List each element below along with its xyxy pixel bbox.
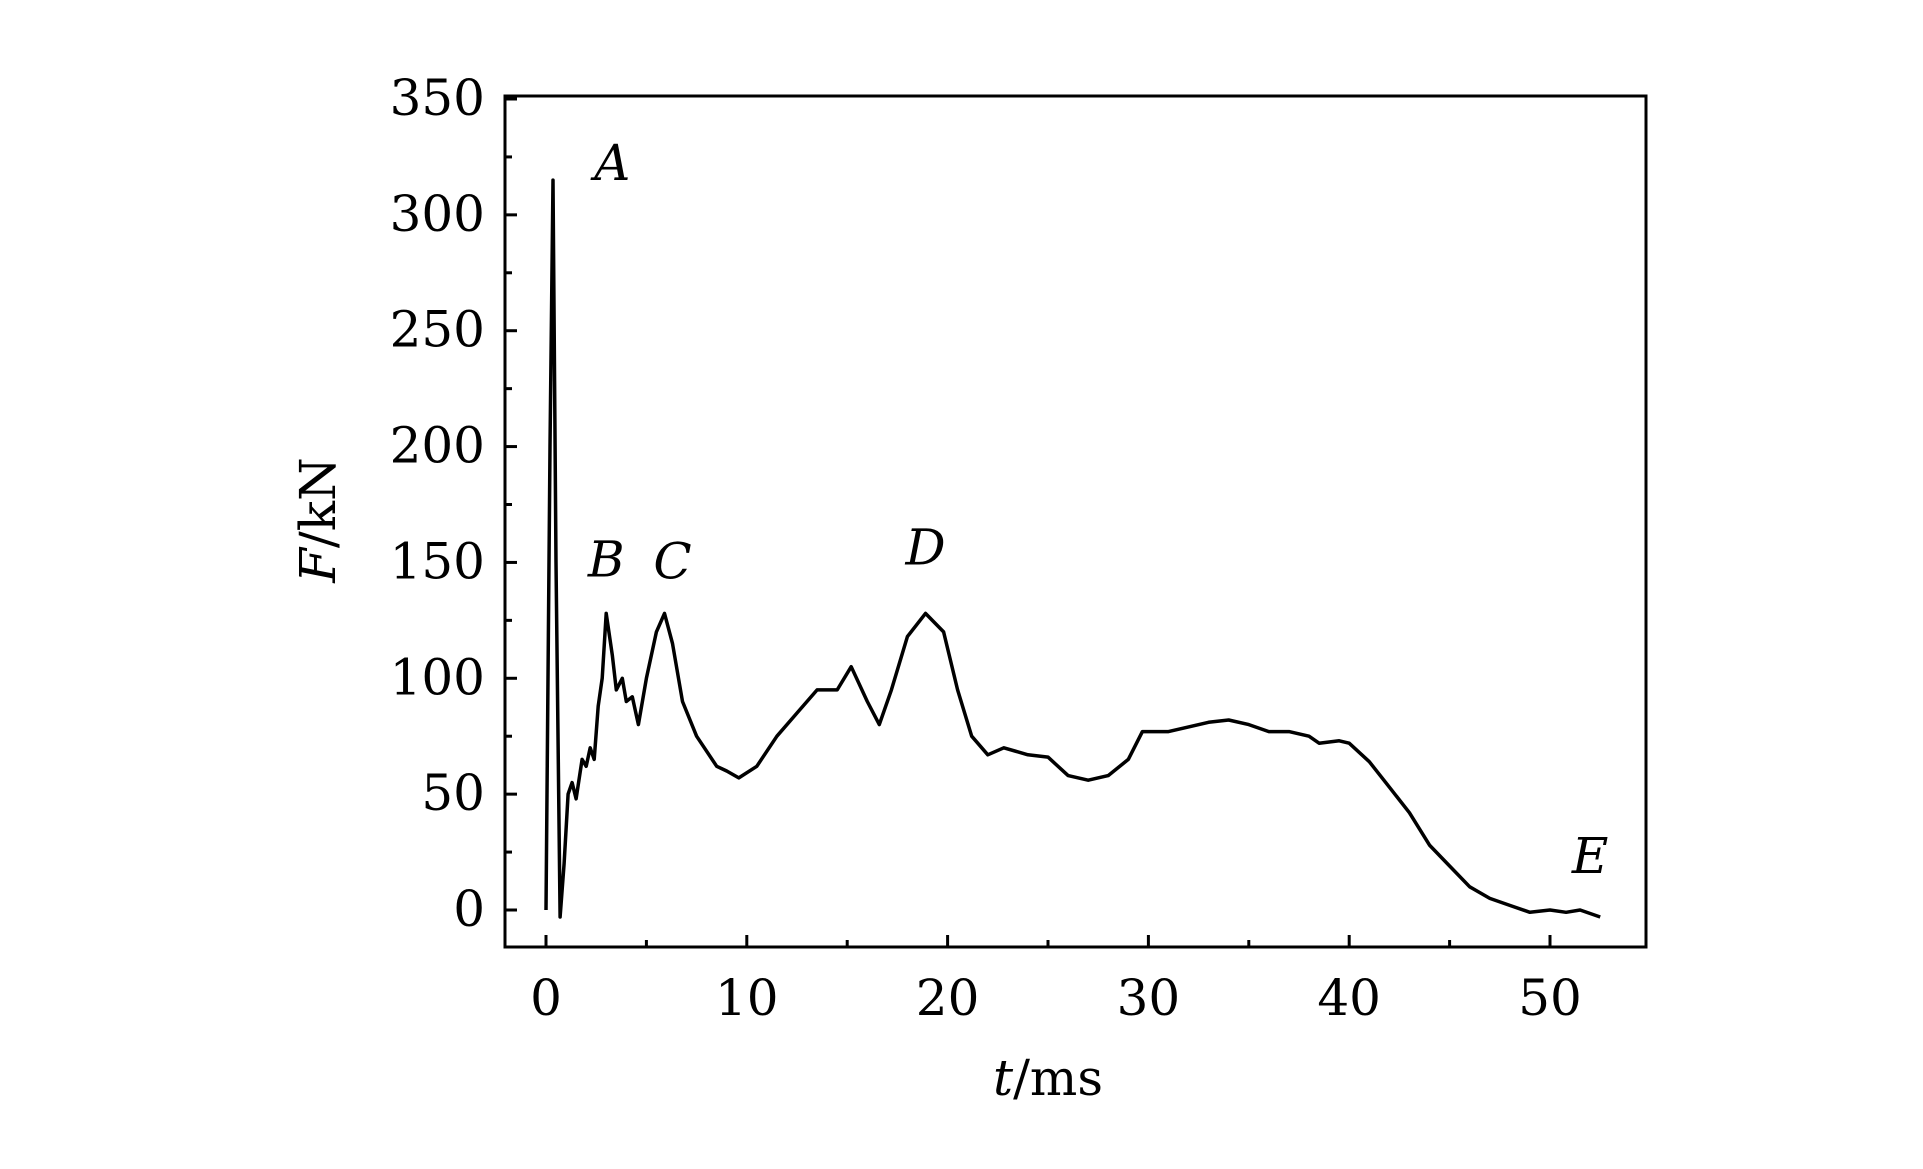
x-tick-label: 40 <box>1317 969 1381 1027</box>
y-tick-label: 100 <box>390 648 485 706</box>
y-tick-label: 50 <box>421 764 485 822</box>
y-tick-label: 150 <box>390 532 485 590</box>
y-axis-label: F/kN <box>289 457 347 584</box>
x-tick-label: 30 <box>1117 969 1181 1027</box>
y-tick-label: 0 <box>453 880 485 938</box>
series-line-F <box>544 178 1601 919</box>
y-axis: 0 50 100 150 200 250 300 350 <box>390 69 517 938</box>
y-tick-label: 300 <box>390 185 485 243</box>
x-tick-label: 20 <box>916 969 980 1027</box>
annotation-e: E <box>1571 827 1609 885</box>
x-axis: 0 10 20 30 40 50 <box>530 935 1582 1027</box>
annotations: A B C D E <box>587 134 1609 885</box>
annotation-d: D <box>904 519 945 577</box>
x-tick-label: 50 <box>1518 969 1582 1027</box>
annotation-a: A <box>590 134 630 192</box>
y-tick-label: 350 <box>390 69 485 127</box>
x-axis-label: t/ms <box>993 1049 1103 1107</box>
y-tick-label: 250 <box>390 301 485 359</box>
annotation-c: C <box>653 533 691 591</box>
x-tick-label: 0 <box>530 969 562 1027</box>
annotation-b: B <box>587 530 625 588</box>
plot-frame <box>503 94 1648 949</box>
y-tick-label: 200 <box>390 417 485 475</box>
x-tick-label: 10 <box>715 969 779 1027</box>
